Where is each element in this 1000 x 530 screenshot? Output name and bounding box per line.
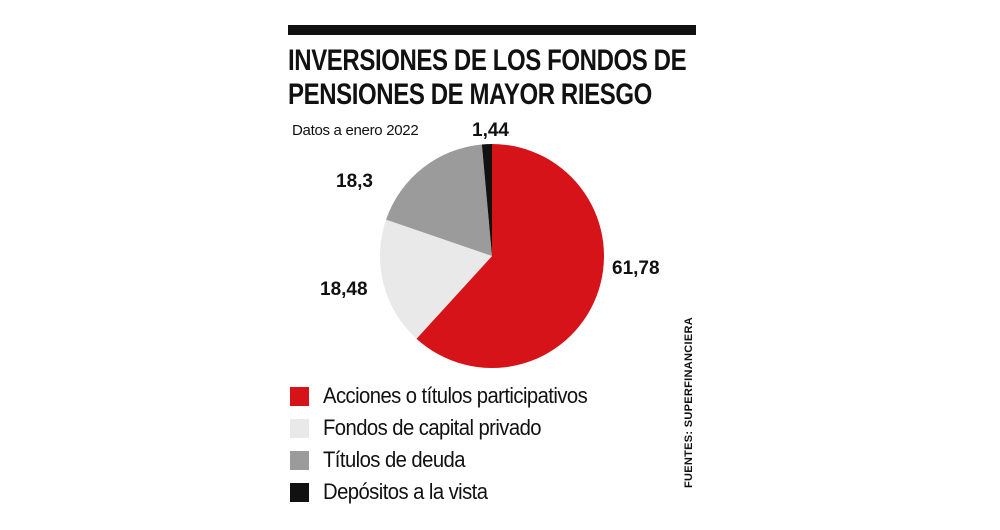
legend-swatch-depositos [290,482,309,502]
legend-item-acciones: Acciones o títulos participativos [290,380,610,412]
chart-title-line-1: INVERSIONES DE LOS FONDOS DE [288,44,687,77]
chart-title: INVERSIONES DE LOS FONDOS DE PENSIONES D… [288,44,687,112]
source-note: FUENTES: SUPERFINANCIERA [683,317,695,488]
legend-swatch-fondos-capital [290,418,309,438]
legend-label-fondos-capital: Fondos de capital privado [323,415,542,440]
legend-label-depositos: Depósitos a la vista [323,479,488,504]
chart-subtitle: Datos a enero 2022 [292,122,419,139]
data-label-fondos-capital: 18,48 [320,279,368,300]
legend-item-fondos-capital: Fondos de capital privado [290,412,610,444]
legend-item-titulos-deuda: Títulos de deuda [290,444,610,476]
pie-slice-titulos-deuda [386,144,492,256]
pie-slice-depositos [481,144,492,256]
legend-swatch-titulos-deuda [290,450,309,470]
data-label-acciones: 61,78 [612,258,660,279]
legend-label-titulos-deuda: Títulos de deuda [323,447,466,472]
legend-swatch-acciones [290,386,309,406]
legend-item-depositos: Depósitos a la vista [290,476,610,508]
pie-slice-fondos-capital [379,219,492,339]
chart-title-line-2: PENSIONES DE MAYOR RIESGO [288,78,652,111]
data-label-titulos-deuda: 18,3 [336,171,373,192]
pie-slice-acciones [416,144,604,368]
legend-label-acciones: Acciones o títulos participativos [323,383,588,408]
legend: Acciones o títulos participativos Fondos… [290,380,610,508]
top-rule [288,25,696,35]
data-label-depositos: 1,44 [472,120,509,141]
